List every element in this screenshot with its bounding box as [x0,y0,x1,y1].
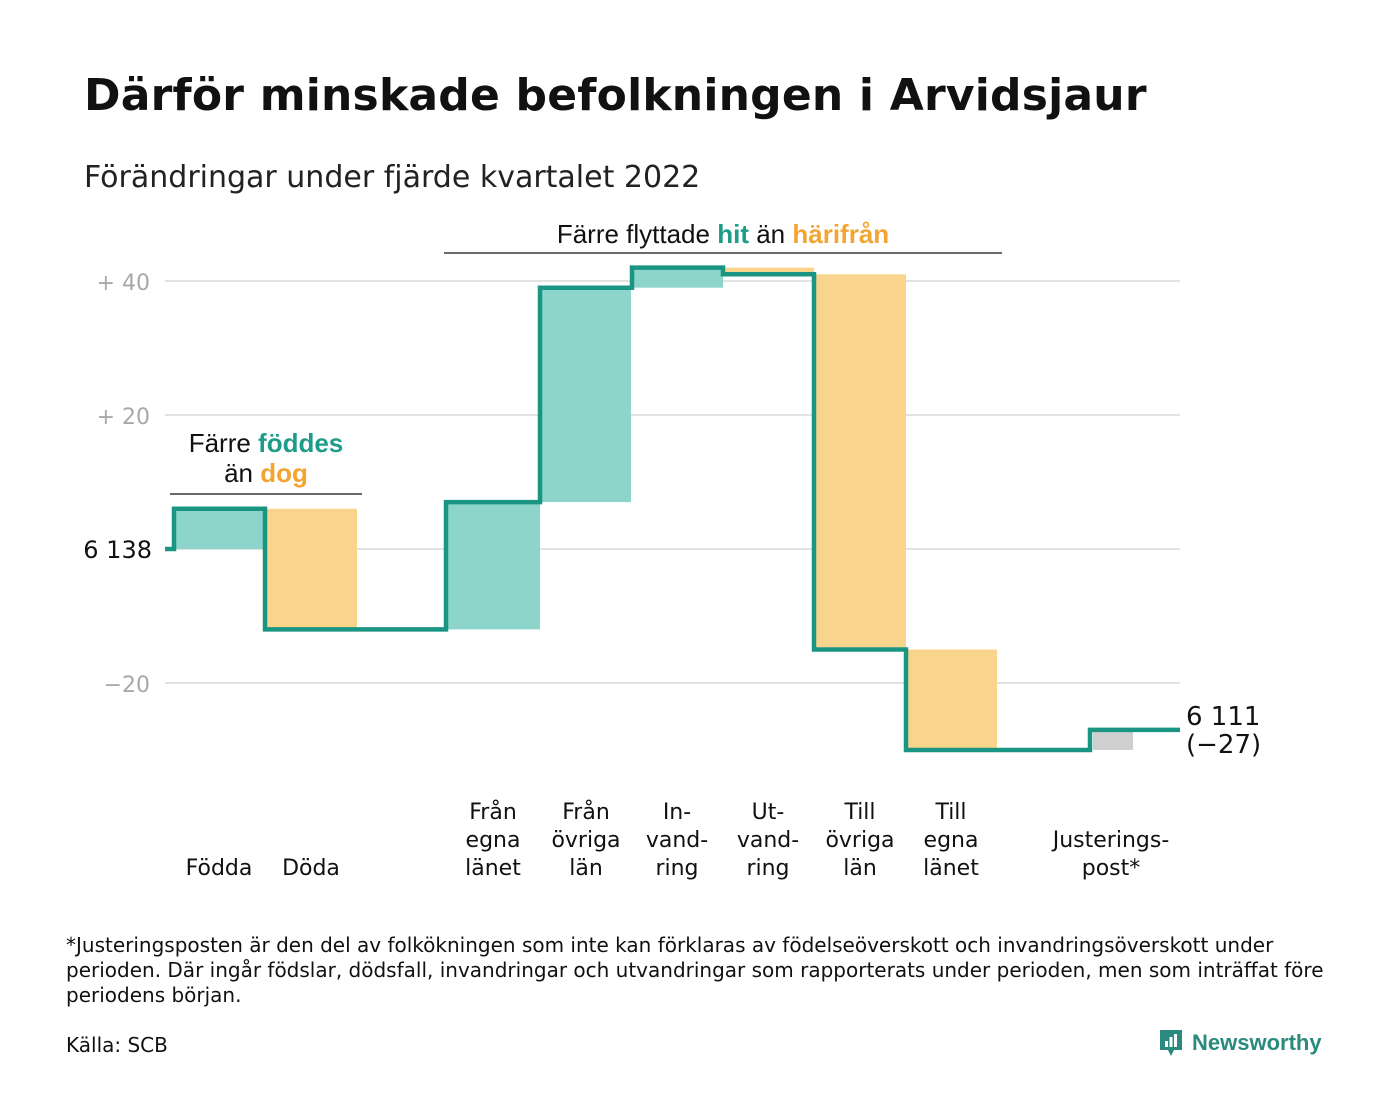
x-axis-label: Från egna länet [465,800,521,881]
x-axis-label: In-vand-ring [645,800,709,881]
x-axis-label: Ut-vand-ring [736,800,800,881]
start-value-label: 6 138 [83,536,152,564]
waterfall-bar-2 [265,508,357,630]
annotation-births: Färre föddes än dog [166,428,366,488]
y-tick-label: + 40 [97,271,150,296]
newsworthy-logo-icon [1160,1030,1182,1056]
chart-title: Därför minskade befolkningen i Arvidsjau… [84,70,1147,121]
waterfall-bar-4 [540,287,631,503]
y-tick-label: + 20 [97,405,150,430]
x-axis-label: Till egna länet [923,800,979,881]
waterfall-bar-8 [906,649,997,750]
end-total-label: 6 111 [1186,702,1261,732]
x-axis-label: Födda [185,856,253,881]
annotation-migration: Färre flyttade hit än härifrån [556,219,890,249]
chart-subtitle: Förändringar under fjärde kvartalet 2022 [84,160,701,195]
annotation-births-line1: Färre föddes [188,428,344,458]
waterfall-bar-7 [814,274,906,650]
x-axis-label: Från övriga län [551,800,621,881]
y-tick-label: −20 [104,673,150,698]
newsworthy-logo-text: Newsworthy [1192,1030,1322,1055]
end-value-label: 6 111 (−27) [1186,703,1261,759]
source-label: Källa: SCB [66,1033,168,1057]
waterfall-bar-5 [632,267,723,288]
waterfall-bar-9 [1093,729,1133,750]
x-axis-label: Justerings-post* [1052,828,1170,881]
end-change-label: (−27) [1186,730,1262,760]
annotation-births-line2: än dog [224,458,308,488]
waterfall-bar-3 [446,502,540,630]
waterfall-bar-1 [174,508,265,549]
x-axis-label: Döda [282,856,340,881]
x-axis-label: Till övriga län [825,800,895,881]
footnote: *Justeringsposten är den del av folkökni… [66,933,1324,1007]
cumulative-line [165,265,1180,753]
newsworthy-logo: Newsworthy [1158,1028,1322,1058]
waterfall-bar-6 [723,267,814,275]
